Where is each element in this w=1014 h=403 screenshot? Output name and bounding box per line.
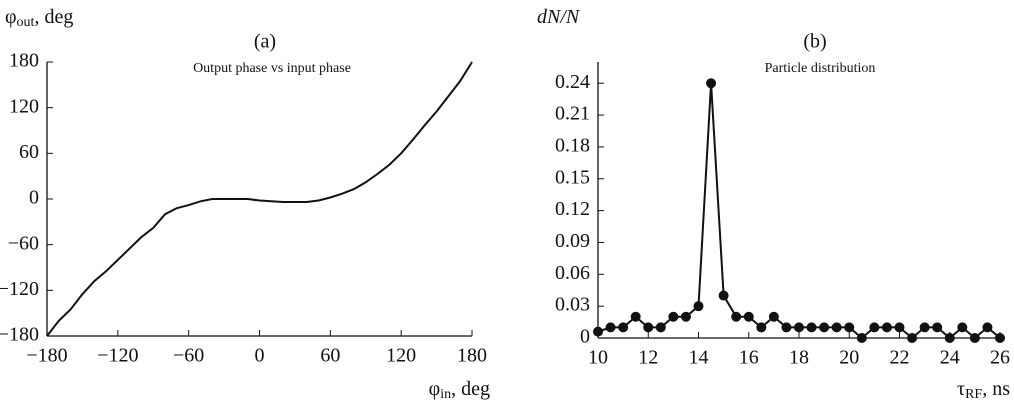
data-point <box>630 311 641 322</box>
data-point <box>655 322 666 333</box>
y-tick-label: 0.24 <box>555 71 590 93</box>
x-tick-label: 20 <box>839 347 859 369</box>
data-point <box>680 311 691 322</box>
data-point <box>693 301 704 312</box>
y-tick-label: 180 <box>9 50 39 72</box>
label-subscript: in <box>440 387 451 402</box>
data-point <box>819 322 830 333</box>
x-tick-label: 12 <box>638 347 658 369</box>
data-point <box>932 322 943 333</box>
x-tick-label: 60 <box>320 345 340 367</box>
y-tick-label: −180 <box>0 324 39 346</box>
data-point <box>806 322 817 333</box>
data-point <box>944 333 955 343</box>
x-tick-label: 26 <box>990 347 1010 369</box>
panel-label: (b) <box>803 31 826 53</box>
y-tick-label: 120 <box>9 95 39 117</box>
label-part: dN/N <box>537 6 581 28</box>
data-point <box>794 322 804 333</box>
label-subscript: RF <box>965 387 982 402</box>
label-part: τ <box>957 378 965 400</box>
y-tick-label: 0.15 <box>555 166 590 188</box>
data-point <box>781 322 792 333</box>
x-tick-label: 24 <box>940 347 960 369</box>
y-tick-label: 0.12 <box>555 198 590 220</box>
label-part: , deg <box>451 378 490 400</box>
data-point <box>995 333 1005 343</box>
data-point <box>982 322 993 333</box>
x-axis-label: τRF, ns <box>957 378 1010 403</box>
y-tick-label: −60 <box>8 232 39 254</box>
label-part: φ <box>5 6 17 28</box>
chart-panel: 0 0.03 0.06 0.09 0.12 0.15 0.18 0.21 0.24 10 12 14 1… <box>537 6 1010 403</box>
y-axis-label: φout, deg <box>5 6 73 31</box>
data-point <box>894 322 905 333</box>
x-tick-label: 16 <box>739 347 759 369</box>
y-tick-label: 0 <box>29 187 39 209</box>
y-tick-label: 0.06 <box>555 262 590 284</box>
data-point <box>643 322 654 333</box>
data-point <box>743 311 754 322</box>
data-point <box>869 322 880 333</box>
data-point <box>706 78 717 89</box>
x-tick-label: 120 <box>386 345 416 367</box>
x-tick-label: 22 <box>890 347 910 369</box>
data-point <box>731 311 742 322</box>
x-tick-label: −120 <box>97 345 138 367</box>
x-tick-label: 0 <box>255 345 265 367</box>
y-tick-label: 60 <box>19 141 39 163</box>
data-point <box>844 322 855 333</box>
y-tick-label: −120 <box>0 278 39 300</box>
data-point <box>856 333 867 343</box>
y-tick-label: 0 <box>580 326 590 348</box>
x-tick-label: −60 <box>173 345 204 367</box>
y-tick-label: 0.21 <box>555 103 590 125</box>
data-point <box>768 311 779 322</box>
data-line <box>46 61 473 337</box>
x-tick-label: −180 <box>26 345 67 367</box>
chart-title: Output phase vs input phase <box>193 61 351 76</box>
label-part: , ns <box>982 378 1010 400</box>
data-point <box>593 326 603 337</box>
label-part: φ <box>429 378 441 400</box>
data-point <box>969 333 980 343</box>
y-axis-label: dN/N <box>537 6 581 28</box>
data-point <box>605 322 616 333</box>
x-tick-label: 10 <box>588 347 608 369</box>
data-point <box>907 333 918 343</box>
y-tick-label: 0.18 <box>555 135 590 157</box>
x-tick-label: 18 <box>789 347 809 369</box>
data-line <box>597 83 1001 340</box>
x-axis-label: φin, deg <box>429 378 490 403</box>
data-point <box>718 290 729 301</box>
chart-title: Particle distribution <box>765 61 876 76</box>
x-tick-label: 180 <box>457 345 487 367</box>
chart-panel: −180 −120 −60 0 60 120 180 −180 −120 −60 0 60 120 180… <box>0 6 490 403</box>
panel-label: (a) <box>254 31 276 53</box>
label-subscript: out <box>17 15 35 30</box>
data-point <box>618 322 629 333</box>
y-tick-label: 0.09 <box>555 230 590 252</box>
data-point <box>756 322 767 333</box>
label-part: , deg <box>34 6 73 28</box>
data-point <box>957 322 968 333</box>
y-tick-label: 0.03 <box>555 294 590 316</box>
data-point <box>668 311 679 322</box>
data-point <box>881 322 892 333</box>
data-point <box>831 322 842 333</box>
data-point <box>919 322 930 333</box>
x-tick-label: 14 <box>689 347 709 369</box>
